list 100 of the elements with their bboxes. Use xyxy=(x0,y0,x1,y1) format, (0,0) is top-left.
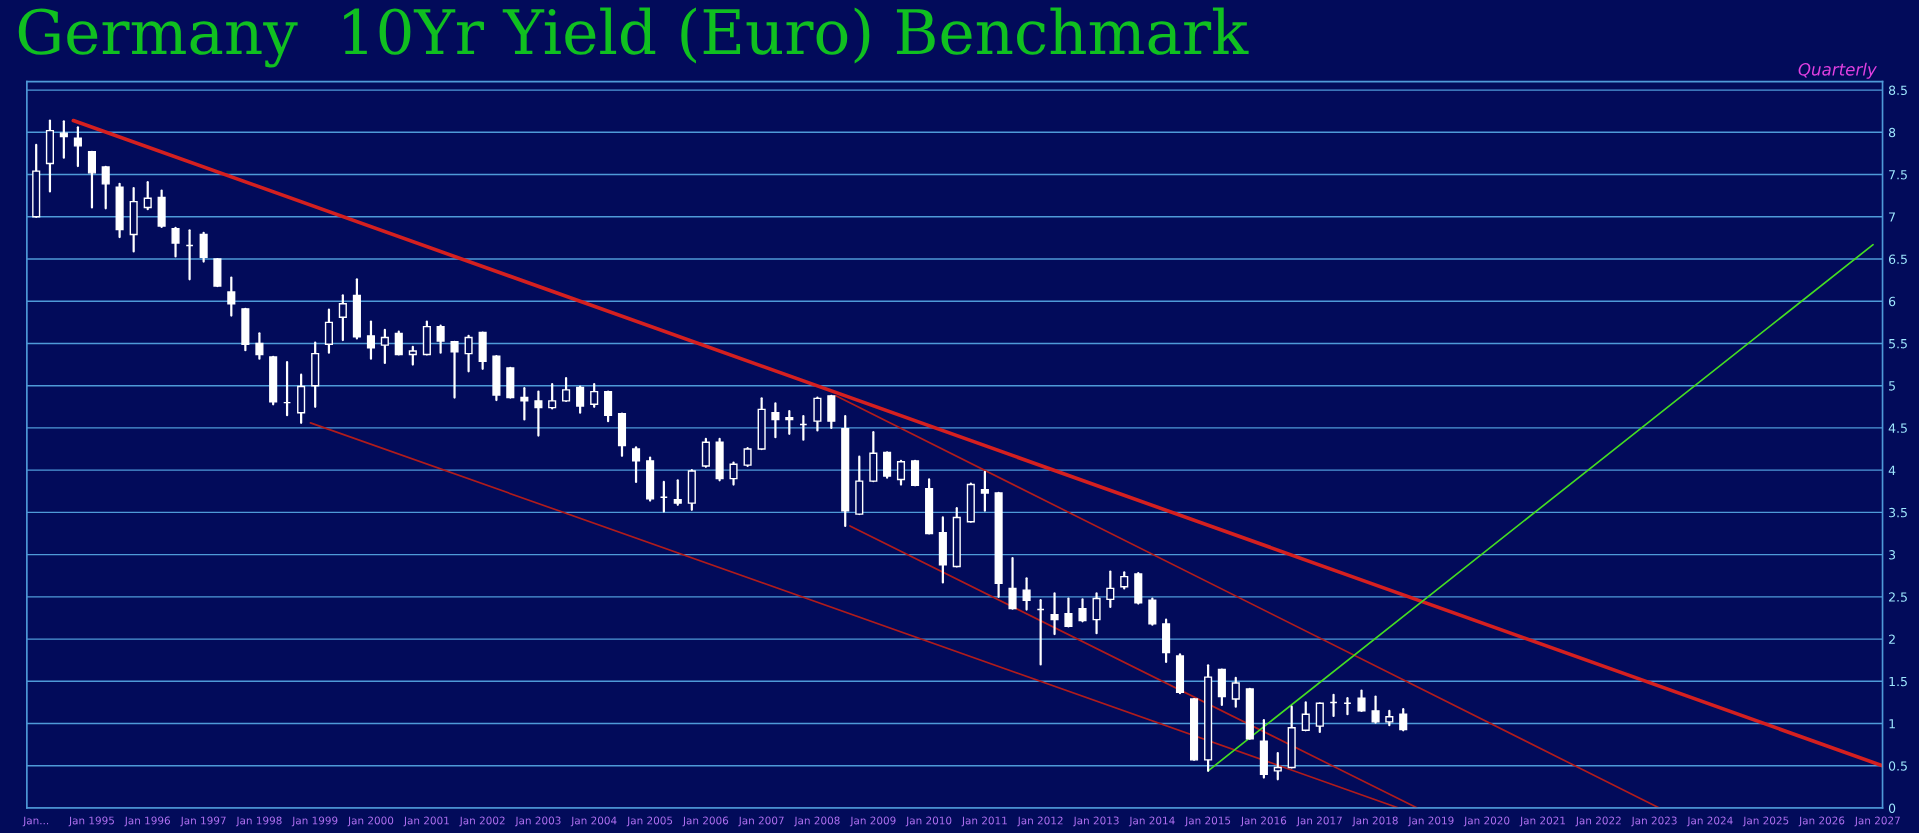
candlestick xyxy=(883,451,892,479)
x-tick-label: Jan 2024 xyxy=(1686,816,1733,827)
candlestick xyxy=(380,328,389,364)
y-tick-label: 2 xyxy=(1889,634,1895,644)
y-tick-label: 1.5 xyxy=(1889,676,1907,687)
x-tick-label: Jan 2021 xyxy=(1519,816,1566,827)
candlestick xyxy=(604,390,613,423)
candlestick xyxy=(729,461,738,486)
candlestick xyxy=(87,150,97,209)
x-tick-label: Jan 2005 xyxy=(626,816,673,827)
candlestick xyxy=(171,226,180,258)
candlestick xyxy=(520,387,529,421)
candlestick xyxy=(785,409,794,435)
candlestick xyxy=(673,479,682,506)
x-tick-label: Jan 2000 xyxy=(347,816,394,827)
x-tick-label: Jan 1998 xyxy=(235,816,282,827)
x-tick-label: Jan... xyxy=(22,816,49,827)
y-tick-label: 1 xyxy=(1889,719,1895,729)
x-tick-label: Jan 2013 xyxy=(1073,816,1119,827)
y-tick-label: 7.5 xyxy=(1889,170,1907,180)
candlestick xyxy=(1273,752,1282,781)
x-tick-label: Jan 2023 xyxy=(1631,816,1677,827)
y-tick-label: 6.5 xyxy=(1888,254,1907,264)
candlestick xyxy=(101,165,110,210)
candlestick xyxy=(366,320,376,360)
x-tick-label: Jan 2019 xyxy=(1407,816,1454,827)
candlestick xyxy=(1231,676,1240,708)
candlestick xyxy=(548,382,557,410)
y-tick-label: 6 xyxy=(1888,296,1896,307)
x-tick-label: Jan 2002 xyxy=(459,816,505,827)
candlestick xyxy=(813,396,822,432)
x-tick-label: Jan 2025 xyxy=(1742,816,1789,827)
chart-subtitle: Quarterly xyxy=(1798,62,1877,79)
x-tick-label: Jan 2016 xyxy=(1240,816,1287,827)
candlestick xyxy=(1148,597,1157,626)
candlestick xyxy=(534,390,543,437)
candlestick xyxy=(464,334,473,373)
candlestick xyxy=(1399,708,1408,732)
x-tick-label: Jan 2020 xyxy=(1463,816,1510,827)
x-tick-label: Jan 2004 xyxy=(570,816,617,827)
y-tick-label: 5.5 xyxy=(1889,339,1907,349)
x-tick-label: Jan 1999 xyxy=(291,816,338,827)
y-tick-label: 8 xyxy=(1888,127,1896,138)
x-tick-label: Jan 2018 xyxy=(1352,816,1398,827)
candlestick xyxy=(1371,695,1380,724)
candlestick xyxy=(631,446,641,484)
y-tick-label: 3.5 xyxy=(1889,507,1907,518)
candlestick xyxy=(980,470,989,512)
candlestick xyxy=(1050,592,1059,636)
candlestick xyxy=(1315,702,1324,734)
candlestick xyxy=(227,276,236,317)
candlestick xyxy=(324,308,333,354)
candlestick xyxy=(1301,701,1310,732)
x-tick-label: Jan 2003 xyxy=(514,816,561,827)
candlestick xyxy=(701,437,710,468)
y-tick-label: 7 xyxy=(1889,212,1895,222)
candlestick xyxy=(590,382,599,408)
x-tick-label: Jan 2010 xyxy=(905,816,952,827)
x-tick-label: Jan 2022 xyxy=(1575,816,1621,827)
candlestick xyxy=(59,120,68,159)
candlestick xyxy=(199,231,208,263)
x-tick-label: Jan 2012 xyxy=(1017,816,1063,827)
candlestick xyxy=(1064,597,1073,628)
candlestick xyxy=(1357,689,1366,712)
y-tick-label: 3 xyxy=(1889,550,1896,560)
x-tick-label: Jan 1997 xyxy=(180,816,226,827)
candlestick xyxy=(896,459,906,486)
x-tick-label: Jan 2008 xyxy=(793,816,840,827)
candlestick xyxy=(562,376,571,403)
candlestick xyxy=(394,330,403,356)
x-tick-label: Jan 1996 xyxy=(124,816,171,827)
x-tick-label: Jan 2017 xyxy=(1296,816,1342,827)
candlestick xyxy=(771,402,780,439)
x-tick-label: Jan 2014 xyxy=(1128,816,1175,827)
y-tick-label: 0 xyxy=(1888,803,1896,813)
candlestick xyxy=(1106,570,1115,609)
x-tick-label: Jan 2007 xyxy=(738,816,784,827)
x-tick-label: Jan 2026 xyxy=(1798,816,1845,827)
candlestick xyxy=(1008,556,1017,610)
candlestick xyxy=(1078,598,1087,623)
y-tick-label: 4 xyxy=(1888,465,1896,475)
chart-title: Germany 10Yr Yield (Euro) Benchmark xyxy=(18,7,1249,68)
candlestick xyxy=(255,332,264,360)
x-tick-label: Jan 2009 xyxy=(849,816,896,827)
x-tick-label: Jan 2011 xyxy=(961,816,1007,827)
y-tick-label: 8.5 xyxy=(1888,85,1907,96)
candlestick xyxy=(73,126,82,168)
candlestick xyxy=(143,181,152,211)
x-tick-label: Jan 2027 xyxy=(1854,816,1900,827)
candlestick xyxy=(338,294,347,342)
y-tick-label: 0.5 xyxy=(1888,761,1907,771)
candlestick xyxy=(1022,577,1031,611)
x-tick-label: Jan 2006 xyxy=(682,816,729,827)
y-tick-label: 2.5 xyxy=(1889,592,1907,602)
candlestick xyxy=(1092,592,1101,635)
candlestick xyxy=(436,324,445,354)
y-tick-label: 5 xyxy=(1889,381,1895,391)
x-tick-label: Jan 2015 xyxy=(1184,816,1231,827)
candlestick xyxy=(576,385,585,414)
y-tick-label: 4.5 xyxy=(1888,423,1907,433)
